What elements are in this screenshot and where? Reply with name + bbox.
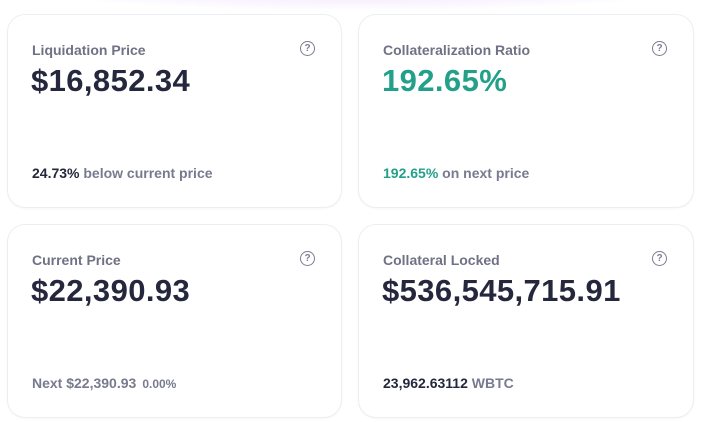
card-label: Collateral Locked: [383, 252, 500, 268]
liquidation-percent: 24.73%: [32, 165, 80, 181]
collateral-locked-card: Collateral Locked ? $536,545,715.91 23,9…: [358, 224, 694, 418]
current-price-card: Current Price ? $22,390.93 Next $22,390.…: [7, 224, 342, 418]
collateralization-ratio-card: Collateralization Ratio ? 192.65% 192.65…: [358, 14, 694, 208]
card-label: Liquidation Price: [32, 42, 146, 58]
question-circle-icon[interactable]: ?: [300, 41, 315, 56]
collateral-amount: 23,962.63112: [383, 375, 468, 391]
collateral-locked-value: $536,545,715.91: [382, 273, 621, 308]
collateral-token: WBTC: [471, 375, 514, 391]
card-label: Current Price: [32, 252, 121, 268]
liquidation-price-value: $16,852.34: [31, 63, 191, 98]
question-circle-icon[interactable]: ?: [300, 251, 315, 266]
card-footer: 23,962.63112 WBTC: [383, 375, 514, 391]
card-footer: 192.65% on next price: [383, 165, 529, 181]
liquidation-price-card: Liquidation Price ? $16,852.34 24.73% be…: [7, 14, 342, 208]
next-ratio-value: 192.65%: [383, 165, 439, 181]
next-ratio-text: on next price: [442, 165, 530, 181]
liquidation-footer-text: below current price: [83, 165, 213, 181]
next-price-text: Next $22,390.93: [32, 375, 137, 391]
card-label: Collateralization Ratio: [383, 42, 531, 58]
top-glow: [40, 0, 680, 10]
question-circle-icon[interactable]: ?: [652, 41, 667, 56]
card-footer: Next $22,390.93 0.00%: [32, 375, 176, 391]
collateralization-ratio-value: 192.65%: [382, 63, 508, 98]
current-price-value: $22,390.93: [31, 273, 191, 308]
question-circle-icon[interactable]: ?: [652, 251, 667, 266]
card-footer: 24.73% below current price: [32, 165, 213, 181]
price-change-percent: 0.00%: [142, 377, 177, 391]
